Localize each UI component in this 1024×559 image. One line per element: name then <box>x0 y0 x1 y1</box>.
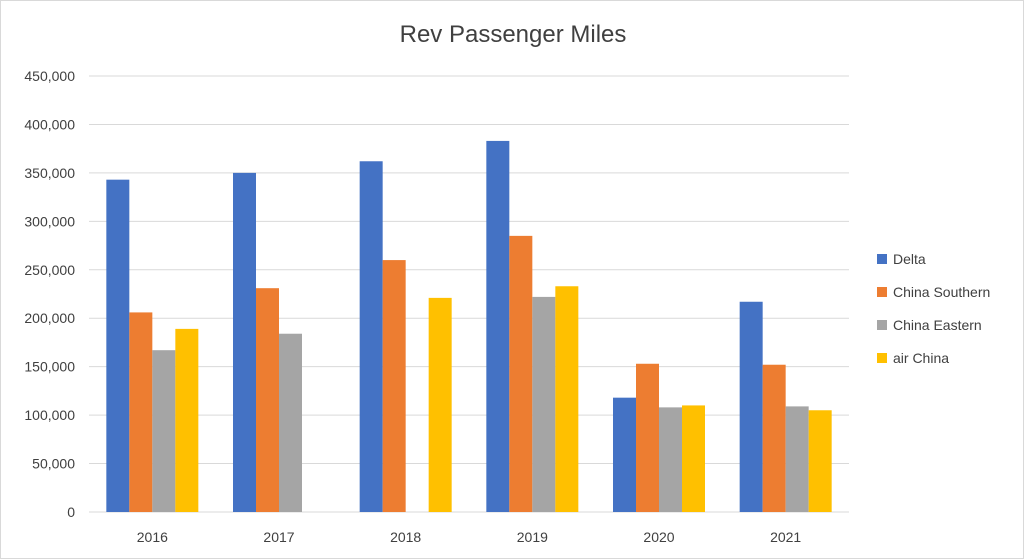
y-tick-label: 0 <box>67 504 75 520</box>
bar-air-china-2016 <box>175 328 199 512</box>
bar-delta-2017 <box>233 172 256 512</box>
bar-china-southern-2021 <box>762 364 786 512</box>
bar-air-china-2018 <box>428 297 452 512</box>
bar-delta-2018 <box>359 161 383 513</box>
y-tick-label: 300,000 <box>24 213 75 229</box>
legend-swatch <box>877 254 887 264</box>
bar-china-southern-2016 <box>129 312 153 512</box>
x-tick-label: 2019 <box>517 529 548 545</box>
y-axis-ticks: 0 50,000 100,000 150,000 200,000 250,000 300,0… <box>24 68 75 520</box>
x-tick-label: 2018 <box>390 529 421 545</box>
bar-china-southern-2019 <box>509 235 533 512</box>
legend-label: China Eastern <box>893 317 982 333</box>
bar-china-eastern-2021 <box>785 406 809 512</box>
bar-delta-2021 <box>739 301 763 512</box>
y-tick-label: 50,000 <box>32 456 75 472</box>
y-tick-label: 400,000 <box>24 116 75 132</box>
bar-air-china-2021 <box>808 410 832 512</box>
bar-air-china-2019 <box>555 286 579 512</box>
x-tick-label: 2020 <box>643 529 674 545</box>
y-tick-label: 200,000 <box>24 310 75 326</box>
y-tick-label: 450,000 <box>24 68 75 84</box>
x-tick-label: 2017 <box>263 529 294 545</box>
bars <box>106 140 832 513</box>
x-tick-label: 2016 <box>137 529 168 545</box>
legend-swatch <box>877 320 887 330</box>
bar-delta-2019 <box>486 140 510 512</box>
y-tick-label: 250,000 <box>24 262 75 278</box>
y-tick-label: 350,000 <box>24 165 75 181</box>
y-tick-label: 100,000 <box>24 407 75 423</box>
chart-title: Rev Passenger Miles <box>400 21 627 48</box>
gridlines <box>89 75 849 513</box>
bar-china-eastern-2020 <box>659 407 682 512</box>
bar-delta-2016 <box>106 179 130 512</box>
legend: Delta China Southern China Eastern air Chin… <box>877 251 990 366</box>
x-axis-ticks: 2016 2017 2018 2019 2020 2021 <box>137 529 802 545</box>
legend-swatch <box>877 287 887 297</box>
bar-china-eastern-2019 <box>532 296 556 512</box>
bar-china-eastern-2016 <box>152 350 176 512</box>
legend-label: China Southern <box>893 284 990 300</box>
x-tick-label: 2021 <box>770 529 801 545</box>
legend-label: Delta <box>893 251 926 267</box>
legend-label: air China <box>893 350 949 366</box>
bar-china-southern-2020 <box>636 363 659 512</box>
y-tick-label: 150,000 <box>24 359 75 375</box>
bar-china-eastern-2017 <box>279 333 302 512</box>
legend-swatch <box>877 353 887 363</box>
bar-air-china-2020 <box>682 405 705 512</box>
bar-china-southern-2017 <box>256 288 279 512</box>
bar-delta-2020 <box>613 397 636 512</box>
bar-china-southern-2018 <box>382 260 406 512</box>
